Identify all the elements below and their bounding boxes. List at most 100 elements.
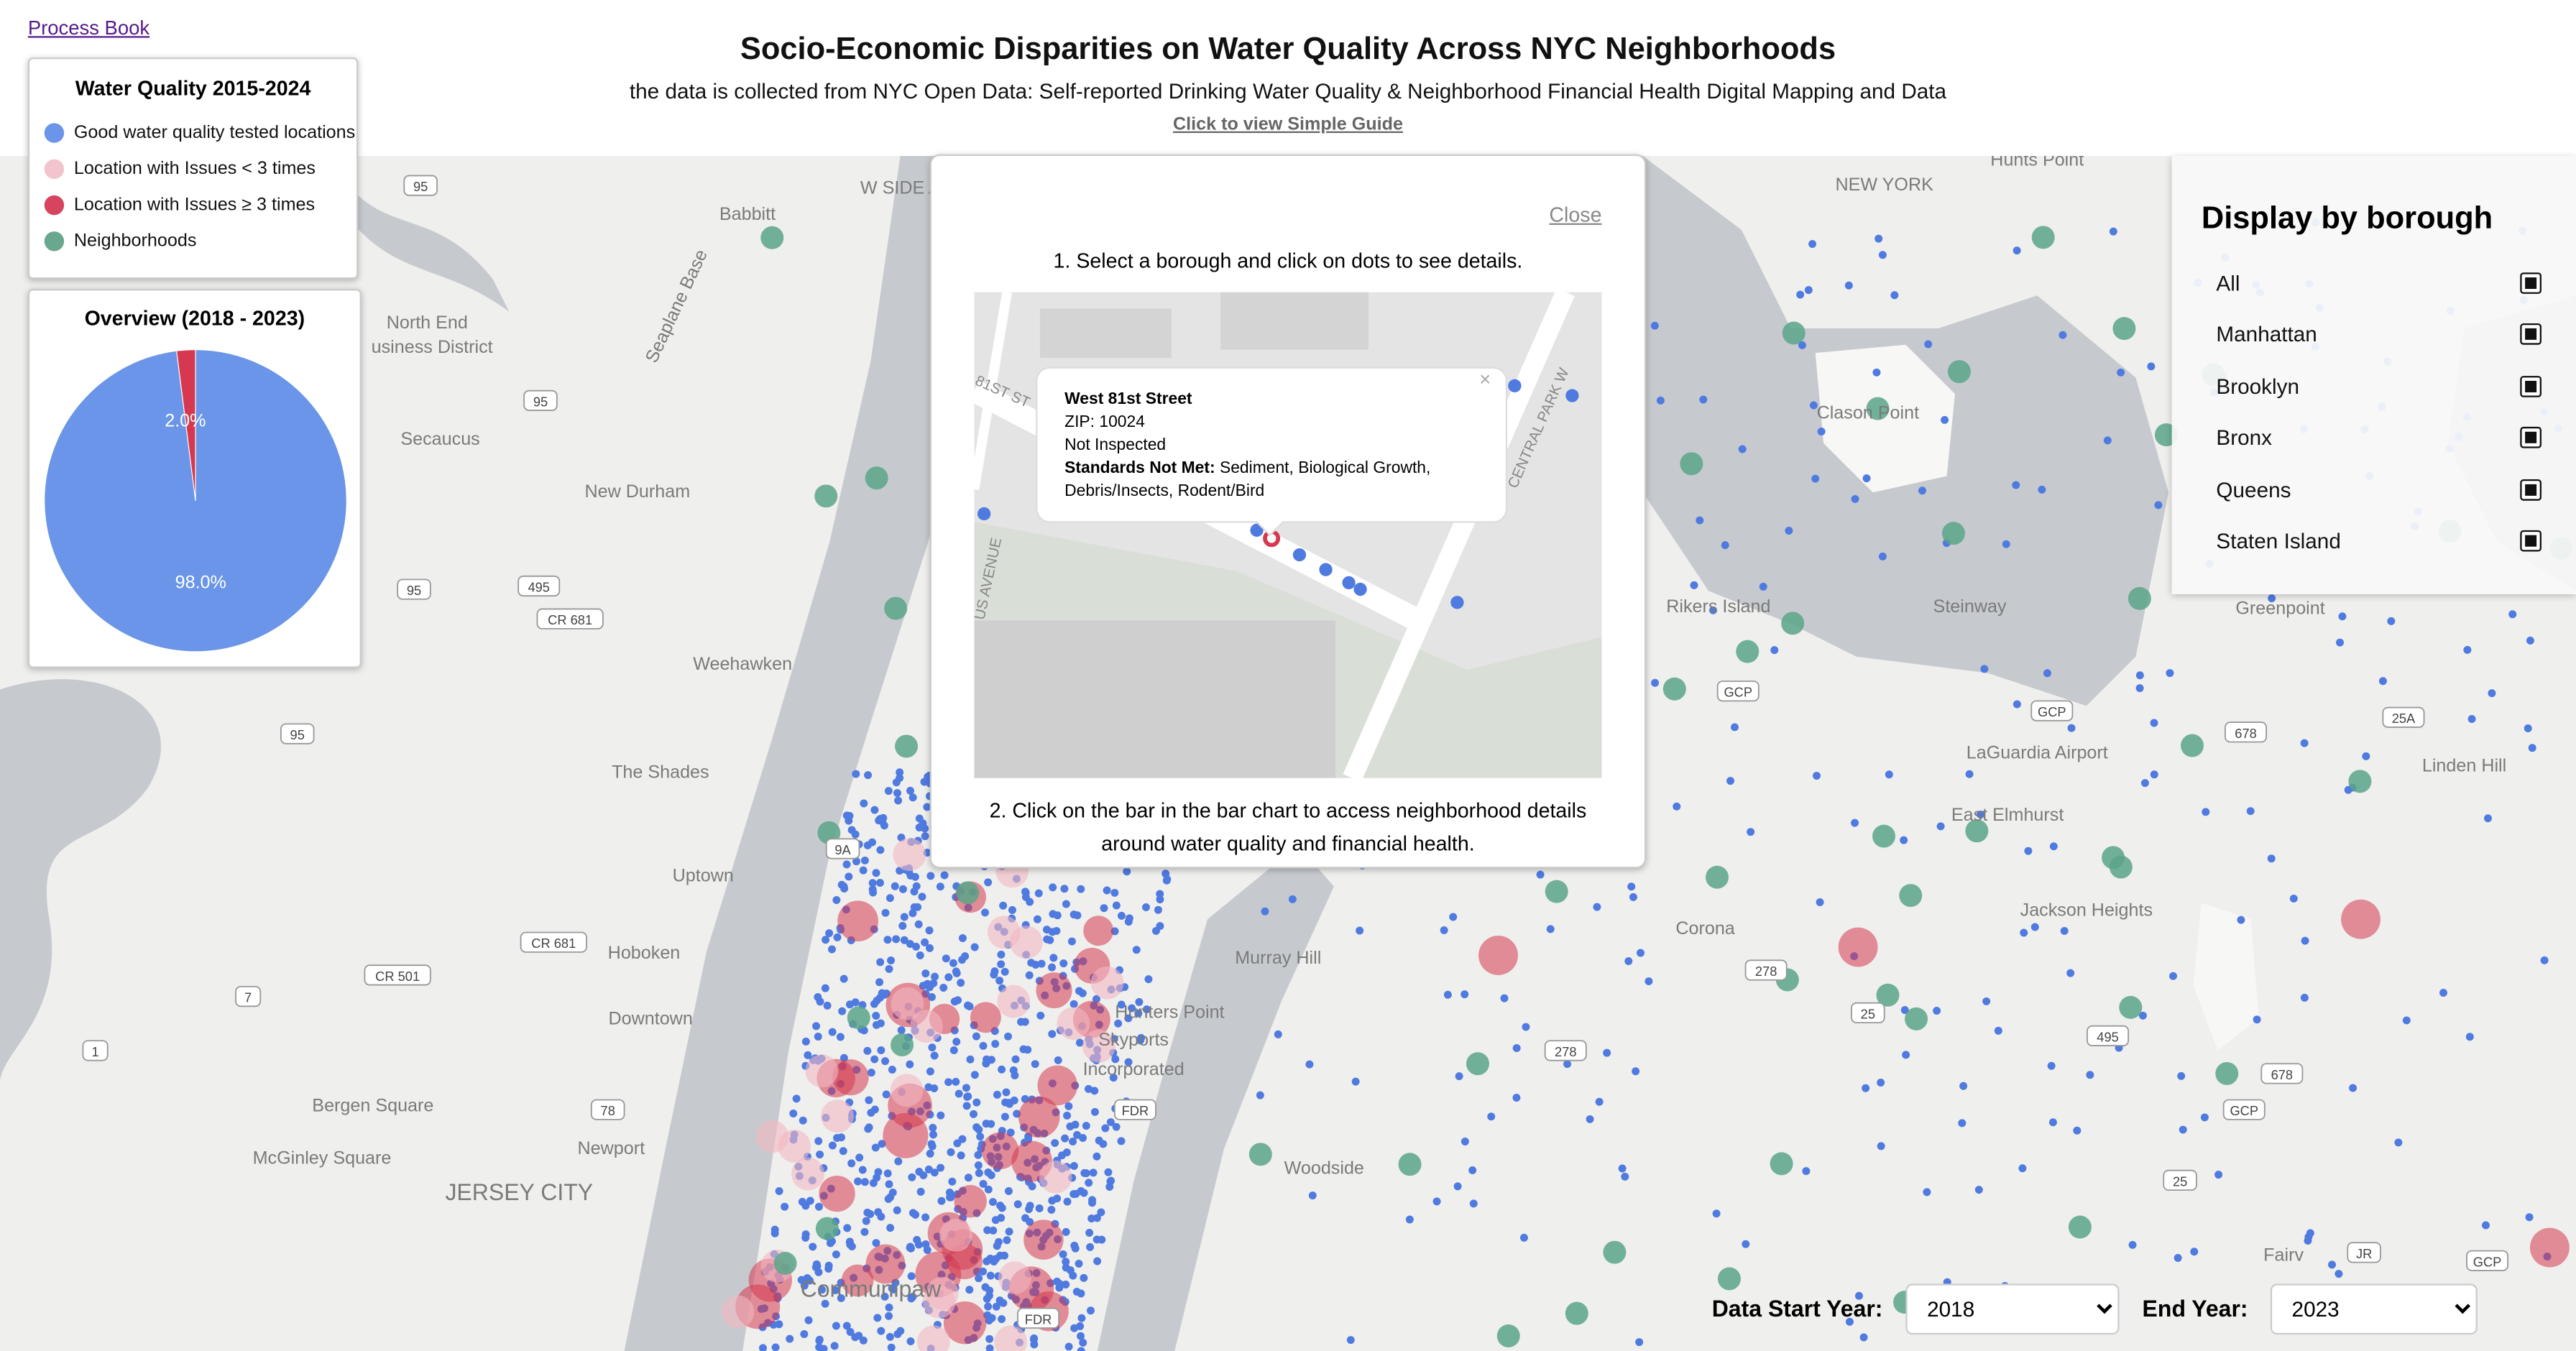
end-year-select[interactable]: 2023	[2270, 1283, 2478, 1335]
close-button[interactable]: Close	[1549, 203, 1602, 227]
neighborhood	[2109, 855, 2133, 879]
guide-link[interactable]: Click to view Simple Guide	[1172, 114, 1403, 135]
water-site	[2012, 481, 2020, 489]
water-site	[927, 1140, 936, 1148]
water-site	[976, 1133, 985, 1141]
water-site	[862, 1217, 870, 1225]
popup-close[interactable]: ×	[1479, 368, 1491, 390]
water-site	[926, 1149, 934, 1158]
water-site	[923, 803, 932, 811]
water-site	[983, 1226, 992, 1235]
process-book-link[interactable]: Process Book	[27, 16, 150, 40]
borough-option[interactable]: All	[2216, 270, 2240, 296]
water-site	[1976, 810, 1984, 819]
water-site	[1057, 1151, 1066, 1160]
neighborhood	[815, 1217, 839, 1240]
water-site	[2349, 1084, 2358, 1092]
water-site	[1075, 987, 1083, 995]
water-site	[872, 1239, 880, 1248]
legend-label: Location with Issues ≥ 3 times	[73, 195, 316, 216]
water-site	[1142, 1005, 1151, 1014]
page-title: Socio-Economic Disparities on Water Qual…	[740, 32, 1836, 68]
water-site	[962, 1102, 971, 1110]
water-site	[881, 1057, 890, 1066]
borough-checkbox[interactable]	[2520, 530, 2542, 552]
water-site	[1030, 1334, 1039, 1342]
start-year-select[interactable]: 2018	[1905, 1283, 2120, 1335]
water-site	[906, 939, 914, 948]
water-site	[2439, 989, 2448, 997]
borough-option[interactable]: Queens	[2216, 476, 2291, 502]
water-site	[984, 1185, 993, 1194]
water-site	[1082, 1122, 1090, 1130]
water-site	[816, 1151, 824, 1159]
water-site	[839, 1147, 847, 1156]
water-site	[979, 1267, 988, 1276]
minor-issue-site	[910, 1010, 943, 1043]
water-site	[893, 1206, 901, 1214]
neighborhood	[1866, 397, 1890, 420]
water-site	[882, 1090, 891, 1099]
minor-issue-site	[721, 1295, 755, 1329]
water-site	[809, 1242, 817, 1251]
borough-option[interactable]: Staten Island	[2216, 528, 2341, 553]
issue-site	[1024, 1219, 1064, 1260]
place-label: LaGuardia Airport	[1966, 742, 2108, 762]
borough-option[interactable]: Bronx	[2216, 425, 2273, 451]
road-shield	[518, 575, 561, 597]
water-site	[798, 1197, 806, 1206]
water-site	[859, 866, 868, 875]
water-site	[1859, 1333, 1868, 1342]
road-label: 7	[244, 990, 252, 1005]
neighborhood	[2128, 586, 2151, 610]
issue-site	[841, 1264, 874, 1297]
water-site	[993, 1242, 1001, 1250]
water-site	[1099, 1140, 1108, 1148]
water-site	[2190, 1248, 2199, 1256]
borough-checkbox[interactable]	[2520, 427, 2542, 449]
borough-option[interactable]: Brooklyn	[2216, 374, 2300, 399]
water-site	[1030, 1340, 1039, 1349]
water-site	[923, 979, 932, 988]
water-site	[1346, 1336, 1355, 1345]
water-site	[2528, 744, 2536, 752]
water-site	[1730, 723, 1739, 732]
water-site	[823, 1001, 832, 1010]
water-site	[870, 1105, 879, 1114]
water-site	[975, 1168, 983, 1177]
neighborhood	[1941, 522, 1965, 545]
water-site	[2267, 854, 2276, 863]
water-site	[864, 771, 873, 780]
water-site	[800, 1281, 809, 1290]
water-site	[842, 860, 851, 869]
borough-checkbox[interactable]	[2520, 375, 2542, 397]
water-site	[1851, 494, 1859, 503]
issue-site	[954, 1184, 987, 1218]
water-site	[893, 789, 901, 798]
legend-item: Location with Issues ≥ 3 times	[44, 195, 350, 218]
water-site	[1305, 1060, 1314, 1069]
borough-checkbox[interactable]	[2520, 479, 2542, 500]
borough-option[interactable]: Manhattan	[2216, 322, 2317, 347]
water-site	[915, 814, 924, 823]
place-label: Murray Hill	[1235, 948, 1321, 968]
water-site	[924, 1165, 933, 1174]
water-site	[821, 1299, 829, 1308]
borough-checkbox[interactable]	[2520, 272, 2542, 294]
water-site	[925, 926, 934, 935]
road-label: JR	[2356, 1246, 2372, 1261]
borough-checkbox[interactable]	[2520, 323, 2542, 346]
minor-issue-site	[994, 1325, 1028, 1351]
neighborhood	[895, 734, 919, 758]
minor-issue-site	[922, 1285, 956, 1319]
water-site	[1048, 1196, 1057, 1205]
water-site	[1156, 922, 1164, 931]
water-site	[1079, 1338, 1087, 1347]
road-label: 95	[290, 727, 305, 742]
water-site	[1469, 1199, 1478, 1208]
water-site	[2138, 1011, 2147, 1020]
water-site	[931, 972, 939, 981]
neighborhood	[1899, 884, 1923, 908]
